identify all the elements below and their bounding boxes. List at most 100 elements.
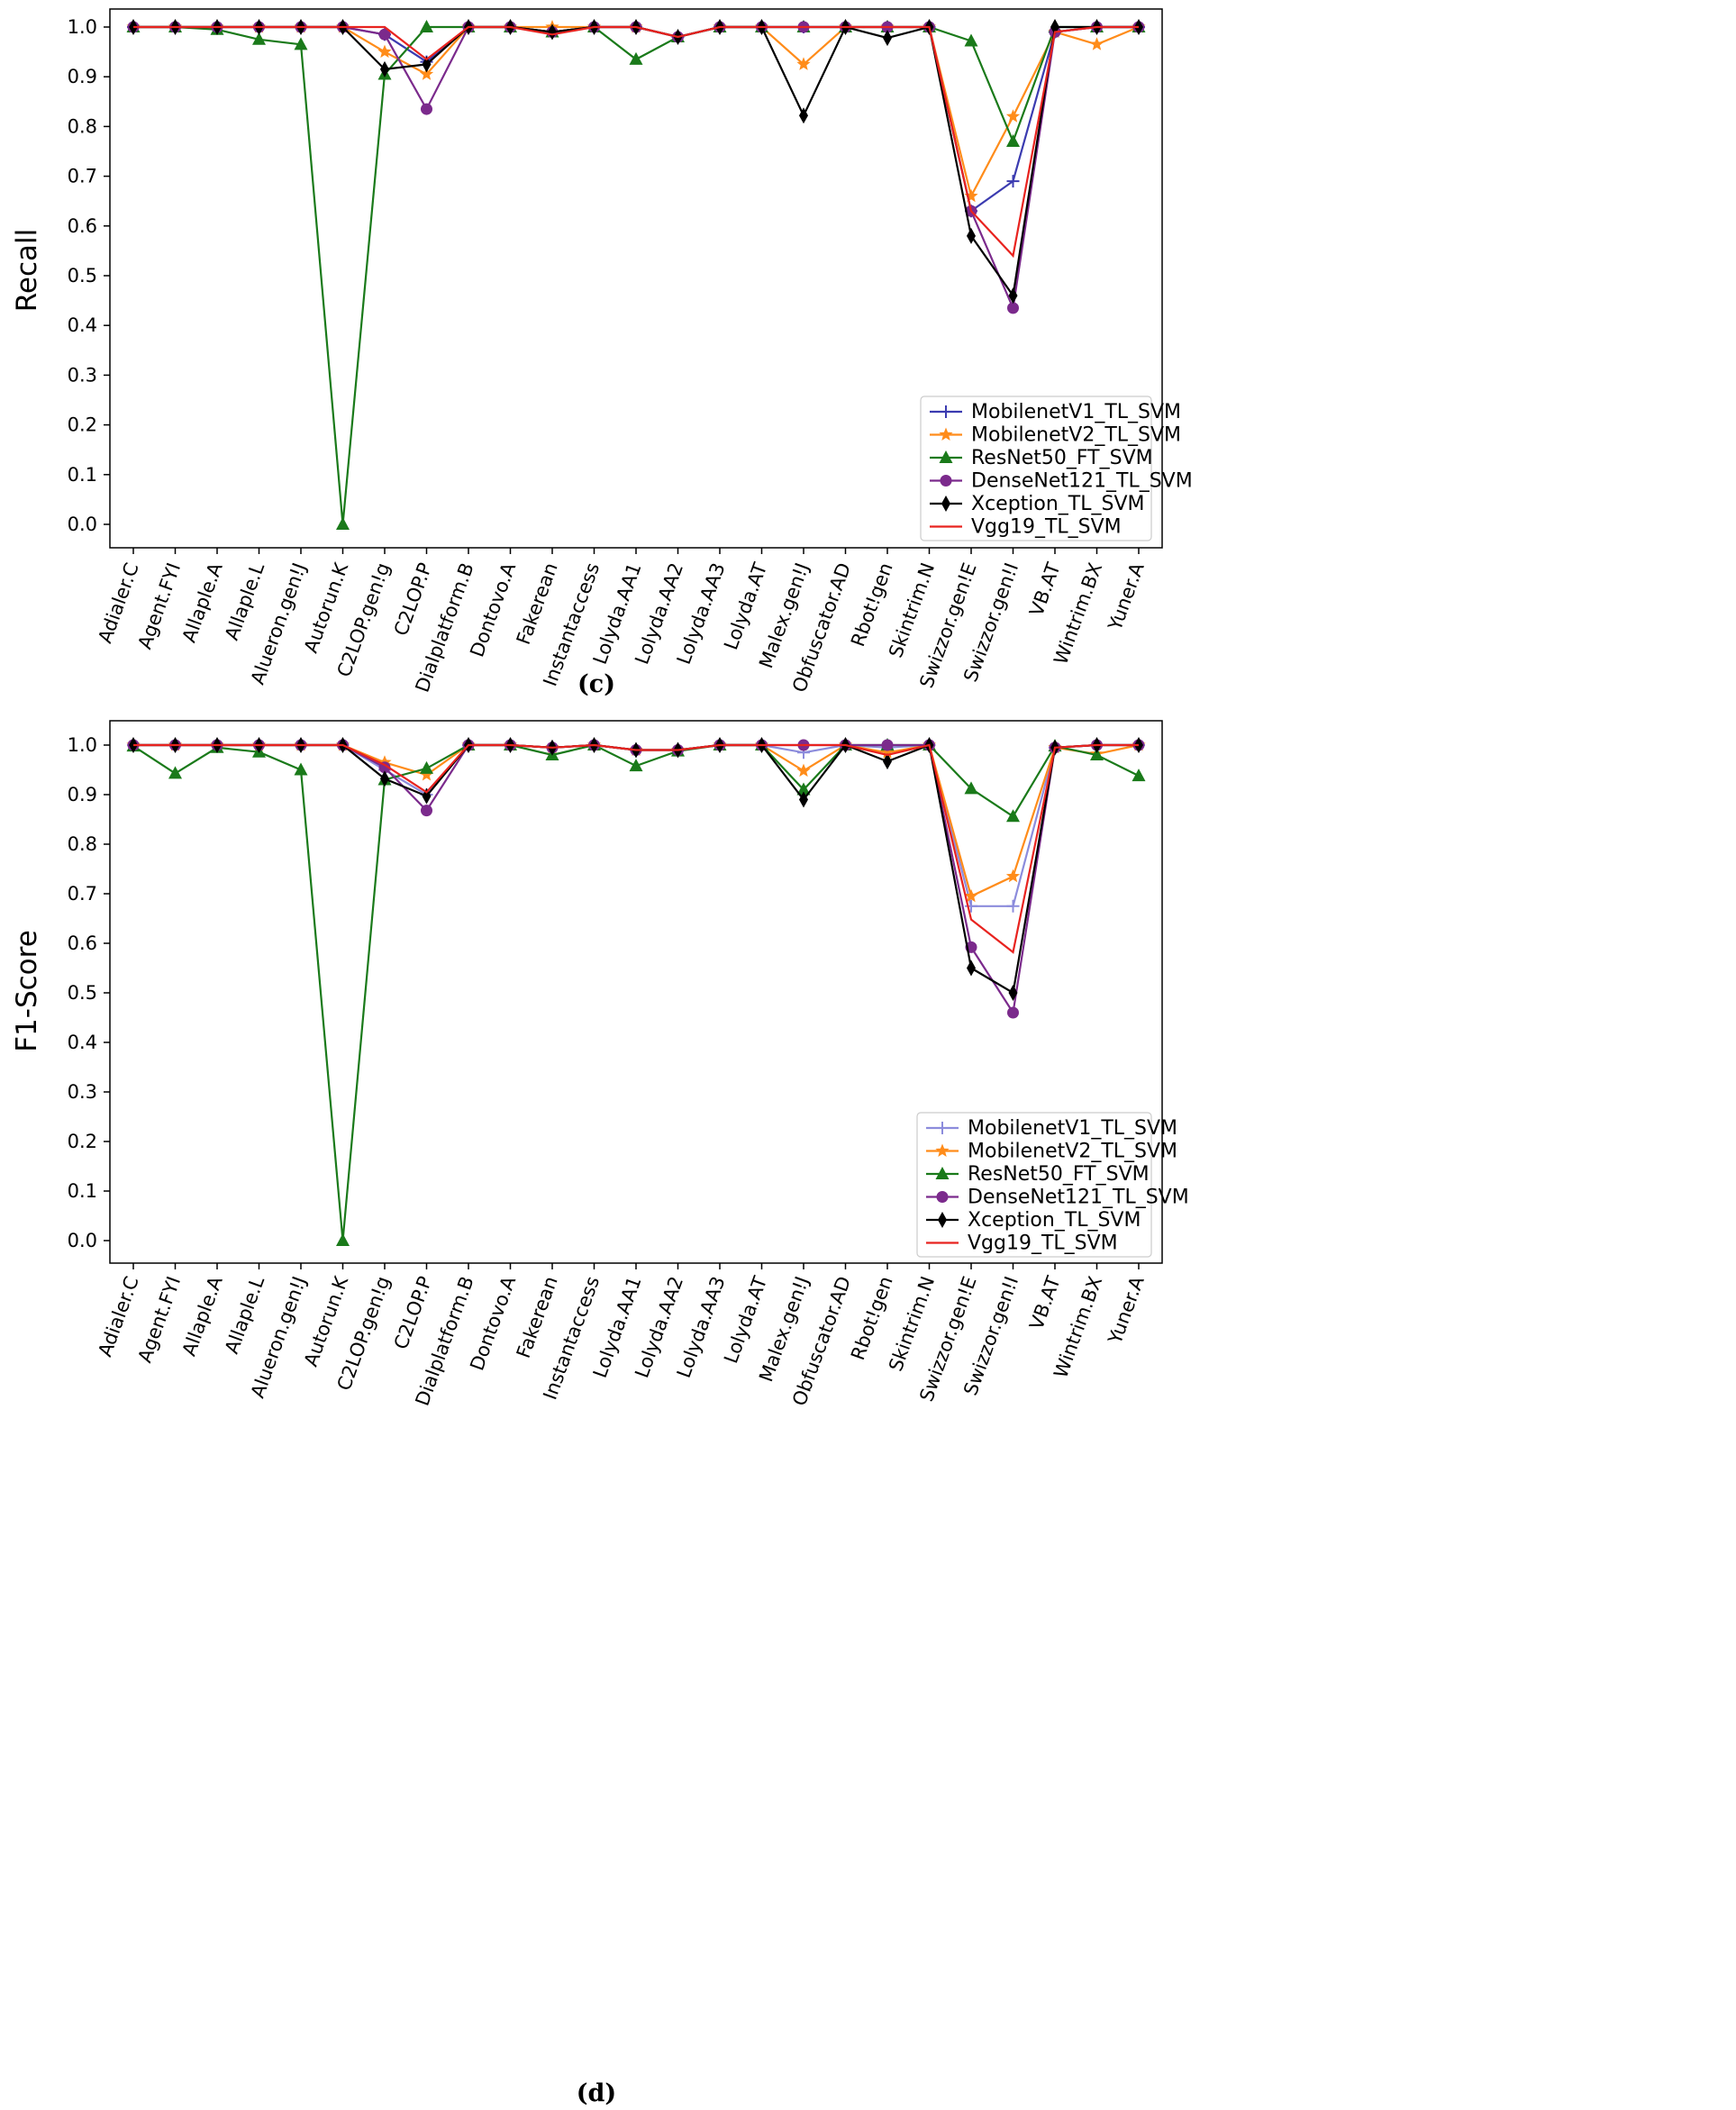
data-point-marker: [880, 745, 895, 759]
data-point-marker: [419, 768, 434, 781]
x-tick-label: Fakerean: [513, 1274, 562, 1361]
y-axis-label: Recall: [11, 229, 43, 313]
y-tick-label: 0.9: [68, 784, 97, 805]
y-tick-label: 1.0: [68, 734, 97, 756]
legend-entry: ResNet50_FT_SVM: [926, 1163, 1150, 1186]
x-tick-label: C2LOP.P: [390, 1274, 436, 1352]
data-point-marker: [380, 770, 389, 787]
data-point-marker: [419, 67, 434, 80]
legend-entry: ResNet50_FT_SVM: [930, 447, 1153, 469]
data-point-marker: [1007, 1006, 1019, 1019]
data-point-marker: [1006, 899, 1020, 913]
legend-label: Xception_TL_SVM: [971, 493, 1145, 515]
legend-marker: [940, 475, 952, 487]
data-point-marker: [883, 30, 892, 47]
y-tick-label: 0.5: [68, 982, 97, 1004]
data-point-marker: [421, 103, 432, 115]
legend-marker: [935, 1167, 950, 1179]
series-MobilenetV1_TL_SVM: [127, 21, 1145, 218]
x-tick-label: Rbot!gen: [847, 1274, 897, 1363]
data-point-marker: [420, 20, 433, 32]
data-point-marker: [380, 60, 389, 77]
series-line: [133, 743, 1139, 995]
data-point-marker: [964, 781, 978, 795]
legend-entry: Vgg19_TL_SVM: [926, 1232, 1118, 1255]
y-tick-label: 0.3: [68, 1081, 97, 1103]
data-point-marker: [168, 766, 182, 779]
legend-entry: MobilenetV1_TL_SVM: [926, 1117, 1177, 1140]
data-point-marker: [964, 888, 978, 903]
legend-marker: [936, 1191, 949, 1203]
x-tick-label: Allaple.A: [178, 559, 227, 645]
legend-label: Xception_TL_SVM: [968, 1209, 1141, 1232]
data-point-marker: [964, 188, 978, 203]
x-tick-label: Adialer.C: [94, 560, 142, 646]
x-tick-label: Allaple.L: [221, 1273, 268, 1356]
series-line: [133, 25, 1139, 298]
figure-caption: (c): [577, 670, 615, 698]
y-tick-label: 0.2: [68, 1131, 97, 1152]
x-tick-label: Yuner.A: [1104, 559, 1149, 634]
legend-label: DenseNet121_TL_SVM: [971, 470, 1193, 493]
figure-caption: (d): [577, 2079, 616, 2107]
legend-label: MobilenetV1_TL_SVM: [968, 1117, 1177, 1140]
legend-label: Vgg19_TL_SVM: [968, 1232, 1118, 1255]
legend-entry: MobilenetV2_TL_SVM: [930, 424, 1181, 447]
legend-box: [920, 396, 1152, 541]
series-line: [133, 743, 1139, 1016]
legend-marker: [938, 1212, 947, 1228]
y-tick-label: 0.0: [68, 1230, 97, 1251]
legend: MobilenetV1_TL_SVMMobilenetV2_TL_SVMResN…: [920, 396, 1193, 541]
x-tick-label: Fakerean: [513, 560, 562, 648]
data-point-marker: [294, 37, 308, 50]
data-point-marker: [967, 960, 976, 977]
y-tick-label: 0.7: [68, 883, 97, 905]
y-tick-label: 0.8: [68, 833, 97, 855]
data-point-marker: [336, 517, 350, 530]
data-point-marker: [378, 28, 391, 41]
legend-label: MobilenetV2_TL_SVM: [971, 424, 1181, 447]
data-point-marker: [629, 51, 643, 65]
legend: MobilenetV1_TL_SVMMobilenetV2_TL_SVMResN…: [916, 1112, 1189, 1258]
series-line: [133, 743, 1139, 954]
x-tick-label: Yuner.A: [1104, 1273, 1149, 1348]
x-tick-label: Adialer.C: [94, 1274, 142, 1360]
y-tick-label: 0.2: [68, 414, 97, 436]
y-tick-label: 0.8: [68, 115, 97, 137]
legend-label: MobilenetV2_TL_SVM: [968, 1141, 1177, 1163]
series-line: [133, 25, 1139, 312]
legend-entry: Xception_TL_SVM: [926, 1209, 1141, 1232]
data-point-marker: [422, 787, 432, 805]
y-tick-label: 0.4: [68, 314, 97, 336]
series-DenseNet121_TL_SVM: [127, 739, 1145, 1019]
legend-marker: [939, 450, 953, 463]
legend-entry: DenseNet121_TL_SVM: [926, 1187, 1189, 1209]
series-Vgg19_TL_SVM: [133, 25, 1139, 259]
series-MobilenetV2_TL_SVM: [126, 20, 1146, 203]
data-point-marker: [1006, 133, 1020, 147]
legend-label: ResNet50_FT_SVM: [971, 447, 1153, 469]
y-tick-label: 0.6: [68, 215, 97, 237]
series-Xception_TL_SVM: [129, 737, 1143, 1001]
data-point-marker: [964, 33, 978, 47]
y-axis-label: F1-Score: [11, 930, 43, 1052]
legend-marker: [939, 427, 953, 441]
y-tick-label: 0.6: [68, 932, 97, 954]
y-tick-label: 0.9: [68, 66, 97, 87]
data-point-marker: [629, 759, 643, 772]
data-point-marker: [881, 739, 894, 751]
legend-marker: [936, 1122, 949, 1134]
legend-entry: DenseNet121_TL_SVM: [930, 470, 1193, 493]
y-tick-label: 0.7: [68, 166, 97, 187]
data-point-marker: [420, 760, 433, 774]
data-point-marker: [1005, 869, 1021, 883]
data-point-marker: [1006, 175, 1020, 188]
y-tick-label: 1.0: [68, 16, 97, 38]
data-point-marker: [1008, 985, 1018, 1001]
data-point-marker: [1008, 287, 1018, 305]
x-tick-label: VB.AT: [1025, 559, 1064, 619]
legend-entry: Vgg19_TL_SVM: [930, 516, 1122, 539]
x-tick-label: VB.AT: [1025, 1273, 1064, 1332]
f1-score-chart-panel: 0.0 0.1 0.2 0.3 0.4 0.5 0.6 0.7 0.8 0.9 1.0 Adialer…: [11, 720, 1189, 2107]
